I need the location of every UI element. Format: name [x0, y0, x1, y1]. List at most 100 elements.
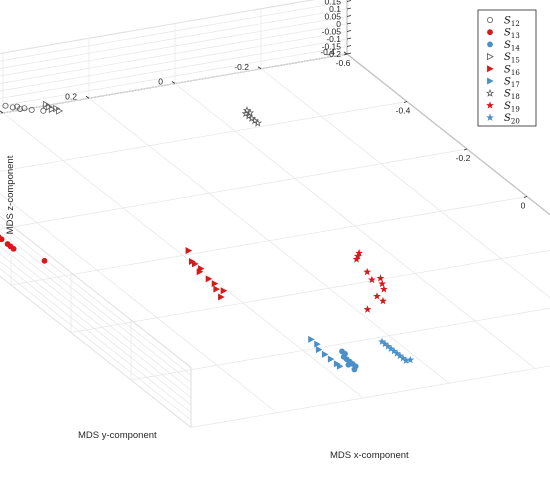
data-point	[376, 274, 385, 282]
x-tick-mark	[523, 196, 528, 198]
data-point	[10, 245, 17, 252]
x-tick-label: 0	[521, 201, 526, 211]
data-point	[192, 260, 199, 268]
legend-entry-label: S17	[504, 77, 520, 90]
y-tick-label: 0	[158, 77, 163, 87]
floor-grid-line	[260, 68, 550, 298]
y-tick-label: -0.4	[320, 47, 335, 57]
floor-grid-line	[190, 365, 550, 428]
legend-marker	[487, 65, 494, 73]
legend-marker	[487, 29, 493, 36]
data-point	[308, 335, 315, 343]
floor-grid-line	[70, 249, 550, 333]
legend-marker	[487, 41, 493, 48]
z-tick-label: -0.05	[322, 27, 342, 37]
data-point	[373, 292, 381, 300]
z-tick-label: 0	[336, 19, 341, 29]
data-point	[17, 105, 24, 112]
back-wall-grid-line	[0, 230, 192, 383]
floor-grid-line	[0, 193, 278, 414]
data-point	[336, 362, 344, 370]
floor-grid-line	[0, 101, 408, 172]
box-edge	[0, 0, 315, 54]
z-tick-label: 0.1	[329, 4, 341, 14]
box-edge	[0, 215, 192, 368]
floor-grid-line	[88, 97, 450, 384]
y-tick-mark	[171, 81, 176, 84]
data-point	[218, 293, 225, 301]
series-s12	[2, 102, 47, 114]
data-points	[0, 100, 415, 373]
z-tick-label: 0.05	[324, 12, 341, 22]
floor-grid-line	[0, 148, 468, 230]
z-tick-label: -0.1	[326, 34, 341, 44]
legend-entry-label: S16	[504, 64, 520, 77]
floor-grid-line	[0, 275, 192, 428]
y-tick-label: -0.2	[234, 62, 249, 72]
data-point	[21, 105, 28, 112]
y-tick-label: 0.2	[65, 91, 77, 101]
back-wall-grid-line	[0, 253, 192, 406]
z-tick-label: -0.2	[326, 49, 341, 59]
back-wall-grid-line	[0, 238, 192, 391]
z-tick-mark	[346, 30, 352, 32]
legend-marker	[487, 77, 494, 85]
data-point	[41, 257, 48, 264]
data-point	[2, 102, 9, 109]
series-s13	[0, 234, 48, 264]
x-tick-mark	[463, 148, 468, 151]
data-point	[185, 247, 193, 255]
data-point	[211, 280, 219, 288]
side-wall-grid-line	[0, 38, 348, 99]
series-s14	[339, 348, 359, 373]
z-tick-label: 0.15	[324, 0, 341, 7]
series-s15	[42, 100, 64, 115]
data-point	[380, 285, 388, 293]
legend-entry-label: S13	[504, 28, 520, 41]
data-point	[368, 275, 376, 284]
data-point	[196, 268, 204, 276]
y-tick-mark	[343, 51, 348, 55]
legend-marker	[486, 16, 493, 23]
data-point	[213, 285, 220, 293]
legend-marker	[486, 113, 494, 121]
back-wall-grid-line	[0, 223, 192, 376]
grid	[0, 0, 550, 428]
z-tick-mark	[346, 52, 352, 55]
data-point	[40, 107, 47, 114]
data-point	[363, 305, 372, 313]
z-tick-mark	[346, 0, 352, 2]
data-point	[355, 249, 363, 257]
x-tick-mark	[403, 101, 408, 103]
floor-grid-line	[2, 112, 364, 399]
z-axis-label: MDS z-component	[5, 155, 16, 234]
z-tick-mark	[346, 7, 352, 10]
data-point	[321, 350, 329, 358]
data-point	[253, 118, 262, 127]
data-point	[353, 252, 362, 260]
series-s17	[308, 335, 344, 370]
data-point	[0, 236, 5, 243]
data-point	[48, 105, 56, 113]
x-tick-mark	[343, 53, 348, 56]
box-edge	[0, 275, 192, 428]
back-wall-grid-line	[0, 215, 192, 368]
side-wall-grid-line	[0, 23, 348, 84]
side-wall-grid-line	[0, 16, 348, 77]
back-wall-grid-line	[0, 260, 192, 413]
data-point	[345, 361, 352, 368]
side-wall-grid-line	[0, 31, 348, 92]
data-point	[378, 279, 387, 288]
legend-entry-label: S18	[504, 89, 520, 102]
legend-entry-label: S14	[504, 40, 520, 53]
y-tick-mark	[257, 66, 262, 70]
series-s18	[241, 106, 262, 127]
z-tick-mark	[346, 45, 352, 47]
x-tick-label: -0.6	[336, 58, 351, 68]
legend-entry-label: S15	[504, 52, 520, 65]
x-axis-label: MDS x-component	[330, 450, 409, 461]
legend-entry-label: S12	[504, 16, 520, 29]
side-wall-grid-line	[0, 0, 315, 54]
legend-marker	[485, 88, 495, 97]
